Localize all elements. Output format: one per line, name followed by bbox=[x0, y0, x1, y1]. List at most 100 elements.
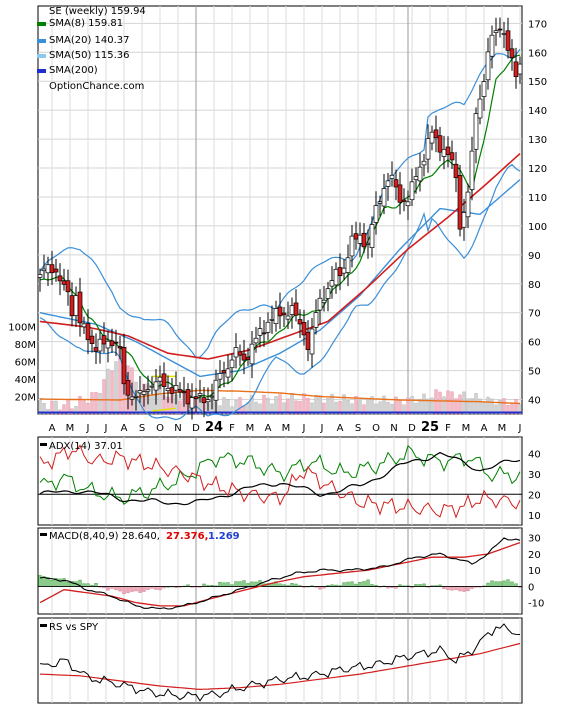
candle-body bbox=[321, 299, 327, 303]
volume-bar bbox=[382, 395, 386, 415]
volume-bar bbox=[314, 395, 318, 415]
macd-histogram-bar bbox=[350, 581, 354, 587]
volume-tick-label: 60M bbox=[15, 357, 36, 368]
candle-body bbox=[389, 174, 395, 179]
candle-body bbox=[129, 396, 135, 400]
candle-body bbox=[513, 61, 519, 78]
candle-body bbox=[149, 385, 155, 388]
macd-histogram-bar bbox=[490, 580, 494, 587]
candle-body bbox=[97, 338, 103, 352]
candle-body bbox=[269, 319, 275, 321]
legend-swatch bbox=[37, 54, 46, 58]
x-axis-label: N bbox=[174, 423, 181, 434]
candle-body bbox=[357, 234, 363, 244]
volume-bar bbox=[62, 404, 66, 415]
volume-bar bbox=[266, 397, 270, 415]
candle-body bbox=[361, 232, 367, 248]
macd-histogram-bar bbox=[38, 575, 42, 587]
volume-bar bbox=[430, 397, 434, 415]
candle-body bbox=[493, 30, 499, 33]
candle-body bbox=[61, 280, 67, 285]
volume-bar bbox=[354, 396, 358, 415]
sma200-trend-line bbox=[39, 153, 521, 360]
price-tick-label: 50 bbox=[528, 367, 541, 378]
macd-histogram-bar bbox=[94, 583, 98, 587]
volume-bar bbox=[390, 403, 394, 415]
macd-signal-line bbox=[39, 541, 521, 607]
candle-body bbox=[113, 341, 119, 344]
candle-body bbox=[441, 149, 447, 157]
volume-tick-label: 100M bbox=[8, 322, 36, 333]
band-squeeze-marker bbox=[151, 407, 177, 412]
candle-body bbox=[413, 176, 419, 181]
candle-body bbox=[449, 152, 455, 161]
volume-bar bbox=[370, 396, 374, 415]
volume-bar bbox=[502, 398, 506, 415]
macd-histogram-bar bbox=[242, 580, 246, 587]
volume-bar bbox=[90, 392, 94, 415]
candle-body bbox=[425, 138, 431, 160]
x-axis-label: J bbox=[320, 423, 324, 434]
volume-bar bbox=[394, 396, 398, 415]
macd-histogram-bar bbox=[122, 586, 126, 595]
candle-body bbox=[309, 328, 315, 355]
volume-bar bbox=[386, 401, 390, 415]
macd-histogram-bar bbox=[142, 586, 146, 592]
volume-bar bbox=[106, 368, 110, 415]
volume-bar bbox=[262, 395, 266, 415]
candle-body bbox=[501, 33, 507, 35]
macd-tick-label: 30 bbox=[528, 534, 541, 545]
volume-bar bbox=[254, 401, 258, 415]
candle-body bbox=[353, 233, 359, 240]
candle-body bbox=[181, 390, 187, 394]
price-tick-label: 120 bbox=[528, 164, 547, 175]
x-axis-label: S bbox=[139, 423, 145, 434]
volume-bar bbox=[274, 396, 278, 415]
macd-histogram-bar bbox=[366, 579, 370, 587]
candle-body bbox=[85, 323, 91, 341]
candle-body bbox=[49, 264, 55, 274]
volume-bar bbox=[426, 398, 430, 415]
volume-bar bbox=[406, 397, 410, 415]
candle-body bbox=[369, 224, 375, 248]
adx-panel: 10 20 30 40 bbox=[37, 436, 541, 526]
volume-bar bbox=[102, 379, 106, 415]
candle-body bbox=[221, 370, 227, 374]
macd-histogram-value: 1.269 bbox=[208, 531, 240, 542]
volume-bar bbox=[238, 397, 242, 415]
candle-body bbox=[473, 113, 479, 150]
volume-bar bbox=[286, 398, 290, 415]
x-axis-label: M bbox=[246, 423, 255, 434]
x-axis-label: 25 bbox=[421, 420, 439, 435]
volume-bar bbox=[306, 397, 310, 415]
candle-body bbox=[345, 257, 351, 273]
candle-body bbox=[281, 312, 287, 316]
candle-body bbox=[461, 212, 467, 228]
candle-body bbox=[117, 346, 123, 349]
candle-body bbox=[349, 235, 355, 257]
volume-bar bbox=[38, 398, 42, 415]
volume-bar bbox=[338, 401, 342, 415]
candle-body bbox=[153, 381, 159, 391]
adx-title: ADX(14) 37.01 bbox=[49, 441, 123, 452]
rs-legend-swatch bbox=[40, 624, 47, 627]
volume-bar bbox=[466, 398, 470, 415]
legend-sma8: SMA(8) 159.81 bbox=[49, 18, 123, 29]
macd-signal-value: 27.376, bbox=[166, 531, 208, 542]
adx-frame bbox=[37, 436, 523, 526]
volume-bar bbox=[50, 400, 54, 415]
volume-bar bbox=[478, 398, 482, 415]
adx-line bbox=[39, 451, 521, 506]
macd-histogram-bar bbox=[446, 586, 450, 590]
macd-histogram-bar bbox=[106, 586, 110, 591]
candle-body bbox=[109, 340, 115, 347]
candle-body bbox=[81, 323, 87, 328]
macd-histogram-bar bbox=[290, 583, 294, 587]
macd-histogram-bar bbox=[362, 581, 366, 587]
volume-bar bbox=[518, 404, 522, 415]
macd-histogram-bar bbox=[218, 581, 222, 587]
rs-panel bbox=[37, 617, 523, 704]
volume-bar bbox=[226, 399, 230, 415]
candle-body bbox=[45, 264, 51, 274]
x-axis-label: D bbox=[192, 423, 200, 434]
